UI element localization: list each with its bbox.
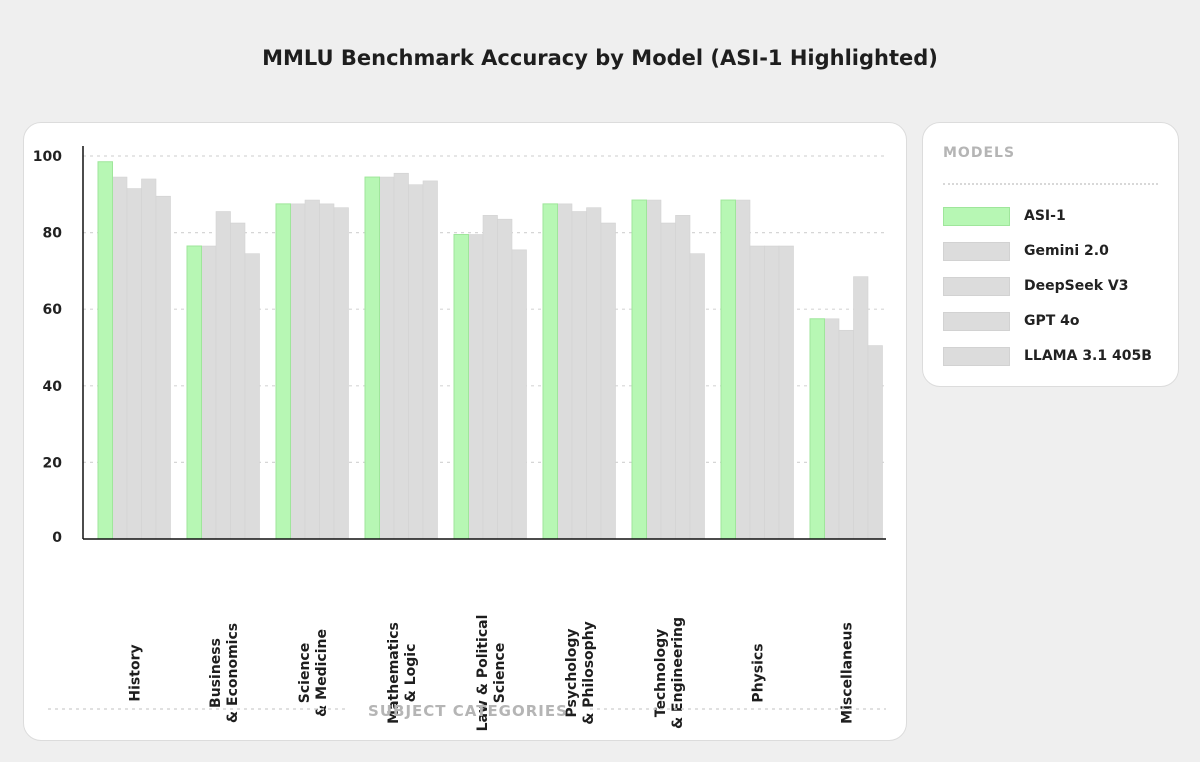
legend-item-gpt-4o: GPT 4o	[943, 311, 1080, 331]
bar-asi-1	[720, 199, 736, 540]
x-tick-label: Science& Medicine	[297, 629, 330, 717]
bar-asi-1	[631, 199, 647, 540]
x-axis-title: SUBJECT CATEGORIES	[368, 702, 568, 720]
bar-gpt-4o	[230, 222, 246, 540]
bar-gpt-4o	[497, 218, 513, 540]
bar-gemini-2-0	[201, 245, 217, 540]
legend-label: GPT 4o	[1024, 313, 1080, 329]
bar-gpt-4o	[319, 203, 335, 540]
bar-gemini-2-0	[290, 203, 306, 540]
bar-gemini-2-0	[735, 199, 751, 540]
bar-gpt-4o	[675, 215, 691, 540]
bar-asi-1	[809, 318, 825, 540]
bar-gemini-2-0	[646, 199, 662, 540]
legend-label: LLAMA 3.1 405B	[1024, 348, 1152, 364]
legend-swatch	[943, 206, 1010, 226]
y-tick-label: 100	[33, 149, 62, 165]
y-tick-label: 60	[43, 302, 63, 318]
bar-asi-1	[97, 161, 113, 540]
legend-item-llama: LLAMA 3.1 405B	[943, 346, 1152, 366]
legend-swatch	[943, 346, 1010, 366]
bar-llama-3-1-405b	[689, 253, 705, 540]
bar-llama-3-1-405b	[155, 195, 171, 540]
bar-asi-1	[542, 203, 558, 540]
bar-asi-1	[364, 176, 380, 540]
bar-llama-3-1-405b	[778, 245, 794, 540]
bar-deepseek-v3	[215, 211, 231, 540]
bar-deepseek-v3	[660, 222, 676, 540]
bar-deepseek-v3	[393, 172, 409, 540]
bar-llama-3-1-405b	[511, 249, 527, 540]
bar-llama-3-1-405b	[600, 222, 616, 540]
bar-deepseek-v3	[126, 188, 142, 540]
bar-deepseek-v3	[571, 211, 587, 540]
y-tick-label: 0	[52, 530, 62, 546]
chart-panel: 0 20 40 60 80 100 History Business& Economics Sc…	[23, 122, 907, 741]
legend-divider	[943, 183, 1158, 185]
bar-asi-1	[186, 245, 202, 540]
bar-chart: 0 20 40 60 80 100 History Business& Economics Sc…	[33, 146, 886, 732]
bar-llama-3-1-405b	[422, 180, 438, 540]
bar-gpt-4o	[141, 178, 157, 540]
bar-llama-3-1-405b	[244, 253, 260, 540]
x-tick-label: Mathematics& Logic	[386, 622, 419, 724]
legend-swatch	[943, 311, 1010, 331]
bar-gpt-4o	[853, 276, 869, 540]
bar-gemini-2-0	[824, 318, 840, 540]
x-tick-label: History	[127, 644, 143, 701]
legend-label: DeepSeek V3	[1024, 278, 1129, 294]
bar-gpt-4o	[586, 207, 602, 540]
x-tick-label: Psychology& Philosophy	[564, 621, 597, 725]
bar-deepseek-v3	[838, 329, 854, 540]
y-tick-label: 80	[43, 226, 63, 242]
y-tick-label: 40	[43, 379, 63, 395]
bar-deepseek-v3	[749, 245, 765, 540]
legend-swatch	[943, 276, 1010, 296]
bar-gemini-2-0	[112, 176, 128, 540]
legend-item-gemini: Gemini 2.0	[943, 241, 1109, 261]
bar-llama-3-1-405b	[867, 345, 883, 540]
x-tick-label: Physics	[750, 643, 766, 702]
bar-asi-1	[275, 203, 291, 540]
bar-asi-1	[453, 234, 469, 540]
bar-gemini-2-0	[379, 176, 395, 540]
legend-swatch	[943, 241, 1010, 261]
bar-gpt-4o	[408, 184, 424, 540]
bar-gemini-2-0	[468, 234, 484, 540]
x-tick-label: Law & PoliticalScience	[475, 615, 508, 732]
legend-panel: MODELS ASI-1 Gemini 2.0 DeepSeek V3 GPT …	[922, 122, 1179, 387]
legend-title: MODELS	[943, 145, 1016, 161]
bar-deepseek-v3	[304, 199, 320, 540]
x-tick-label: Technology& Engineering	[653, 617, 686, 729]
legend-label: ASI-1	[1024, 208, 1066, 224]
legend-item-deepseek: DeepSeek V3	[943, 276, 1128, 296]
bar-gpt-4o	[764, 245, 780, 540]
y-tick-label: 20	[43, 455, 63, 471]
chart-title: MMLU Benchmark Accuracy by Model (ASI-1 …	[262, 46, 938, 70]
bar-llama-3-1-405b	[333, 207, 349, 540]
x-tick-label: Business& Economics	[208, 623, 241, 723]
bar-deepseek-v3	[482, 215, 498, 540]
legend-item-asi-1: ASI-1	[943, 206, 1066, 226]
bar-gemini-2-0	[557, 203, 573, 540]
x-tick-label: Miscellaneus	[839, 622, 855, 724]
legend-label: Gemini 2.0	[1024, 243, 1109, 259]
